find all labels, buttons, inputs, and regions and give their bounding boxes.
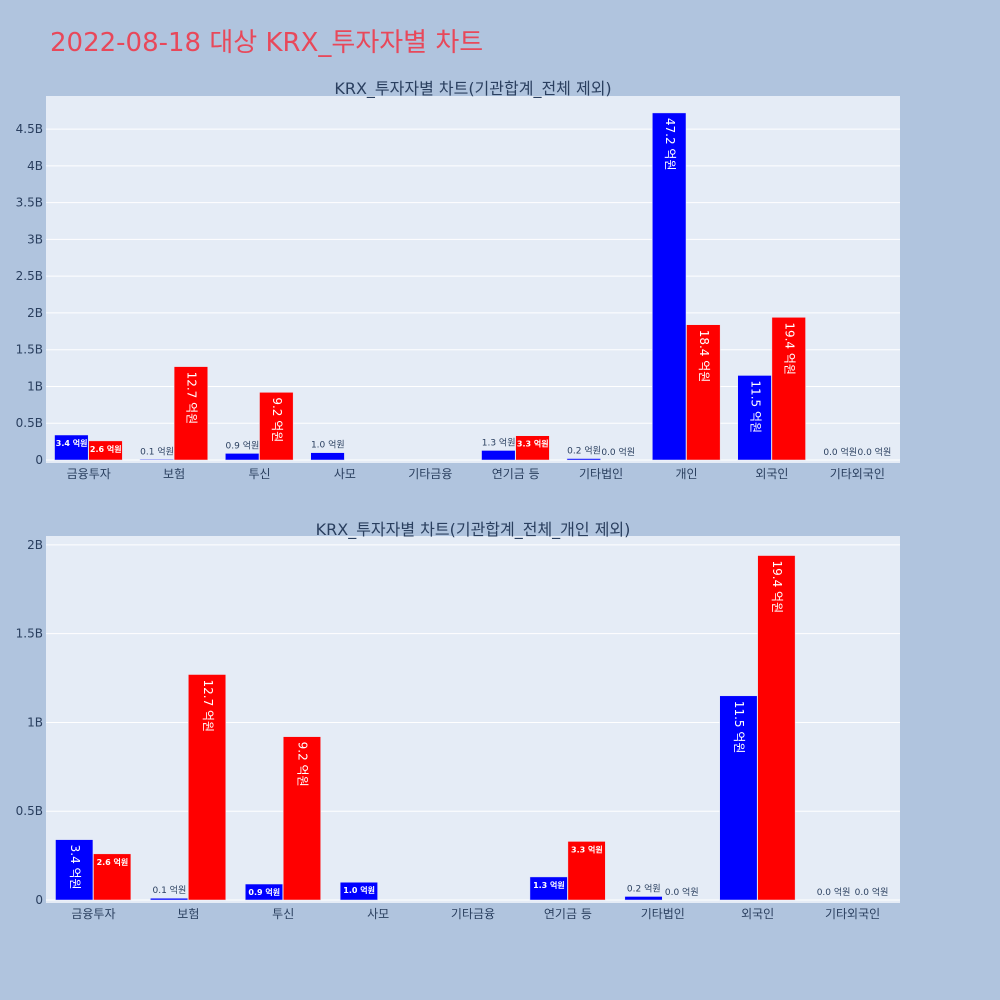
- bar: [282, 736, 321, 901]
- bar-value-label: 0.1 억원: [152, 884, 186, 896]
- bar: [624, 896, 663, 901]
- x-tick-label: 기타법인: [579, 467, 623, 481]
- y-tick-label: 0: [35, 893, 43, 907]
- bar-value-label: 3.4 억원: [68, 845, 82, 890]
- x-tick-label: 보험: [163, 467, 185, 481]
- y-tick-label: 4B: [27, 159, 43, 173]
- bar-value-label: 3.4 억원: [56, 438, 88, 448]
- x-tick-label: 개인: [675, 467, 697, 481]
- y-tick-label: 1B: [27, 379, 43, 393]
- bar-value-label: 0.2 억원: [627, 882, 661, 894]
- bar-value-label: 18.4 억원: [697, 330, 711, 383]
- y-tick-label: 1.5B: [16, 627, 43, 641]
- x-tick-label: 기타법인: [641, 907, 685, 921]
- bar-value-label: 11.5 억원: [732, 701, 746, 754]
- bar-value-label: 3.3 억원: [571, 844, 603, 854]
- bar-value-label: 1.0 억원: [311, 439, 345, 451]
- y-tick-label: 0.5B: [16, 416, 43, 430]
- bar: [757, 555, 796, 901]
- y-tick-label: 2B: [27, 538, 43, 552]
- y-tick-label: 3B: [27, 232, 43, 246]
- y-tick-label: 4.5B: [16, 122, 43, 136]
- bar: [339, 881, 378, 901]
- bar-value-label: 0.9 억원: [248, 887, 280, 897]
- bar: [139, 459, 174, 461]
- bar-value-label: 0.0 억원: [665, 886, 699, 898]
- bar: [566, 458, 601, 461]
- bar: [55, 839, 94, 901]
- bar: [225, 453, 260, 461]
- chart-subtitle: KRX_투자자별 차트(기관합계_전체_개인 제외): [316, 520, 631, 540]
- bar: [245, 883, 283, 901]
- bar: [567, 841, 606, 901]
- bar: [771, 317, 806, 461]
- bar-value-label: 9.2 억원: [270, 397, 284, 442]
- y-tick-label: 0.5B: [16, 804, 43, 818]
- x-tick-label: 보험: [177, 907, 199, 921]
- bar-value-label: 19.4 억원: [782, 322, 796, 375]
- bar-value-label: 11.5 억원: [748, 380, 762, 433]
- bar-value-label: 9.2 억원: [296, 742, 310, 787]
- bar-value-label: 0.2 억원: [567, 445, 601, 457]
- bar: [88, 440, 123, 461]
- bar: [719, 695, 758, 901]
- bar-value-label: 1.0 억원: [343, 885, 375, 895]
- bar: [686, 324, 721, 461]
- y-tick-label: 3.5B: [16, 196, 43, 210]
- bar-value-label: 0.0 억원: [855, 886, 889, 898]
- bar-value-label: 0.0 억원: [601, 446, 635, 458]
- bar: [652, 112, 687, 461]
- x-tick-label: 외국인: [755, 467, 788, 481]
- y-tick-label: 0: [35, 453, 43, 467]
- bar-value-label: 47.2 억원: [663, 118, 677, 171]
- x-tick-label: 기타금융: [451, 907, 495, 921]
- y-tick-label: 1.5B: [16, 343, 43, 357]
- bar-value-label: 1.3 억원: [533, 880, 565, 890]
- bar: [54, 434, 89, 461]
- y-tick-label: 2.5B: [16, 269, 43, 283]
- bar-value-label: 2.6 억원: [97, 857, 129, 867]
- bar-value-label: 1.3 억원: [482, 436, 516, 448]
- x-tick-label: 사모: [367, 907, 389, 921]
- bar: [188, 674, 227, 901]
- x-tick-label: 투신: [248, 467, 270, 481]
- chart-top: KRX_투자자별 차트(기관합계_전체 제외) 0 0.5B 1B 1.5B 2B 2.5B…: [16, 79, 900, 481]
- x-tick-label: 연기금 등: [544, 907, 592, 921]
- x-tick-label: 투신: [272, 907, 294, 921]
- bar-value-label: 0.0 억원: [817, 886, 851, 898]
- bar-value-label: 12.7 억원: [201, 679, 215, 732]
- bar: [529, 876, 568, 901]
- bar-value-label: 12.7 억원: [185, 372, 199, 425]
- y-tick-label: 1B: [27, 715, 43, 729]
- page-title: 2022-08-18 대상 KRX_투자자별 차트: [50, 28, 484, 58]
- chart-bottom: KRX_투자자별 차트(기관합계_전체_개인 제외) 0 0.5B 1B 1.5B 2B 3…: [16, 520, 900, 921]
- x-tick-label: 금융투자: [71, 907, 115, 921]
- bar: [737, 375, 772, 461]
- bar-value-label: 19.4 억원: [770, 561, 784, 614]
- x-tick-label: 금융투자: [67, 467, 111, 481]
- x-tick-label: 기타금융: [408, 467, 452, 481]
- bar-value-label: 0.0 억원: [858, 446, 892, 458]
- y-tick-label: 2B: [27, 306, 43, 320]
- bar-value-label: 0.0 억원: [823, 446, 857, 458]
- bar: [93, 853, 132, 901]
- x-tick-label: 기타외국인: [830, 467, 885, 481]
- x-tick-label: 기타외국인: [825, 907, 880, 921]
- bar: [173, 366, 209, 461]
- bar-value-label: 0.9 억원: [226, 439, 260, 451]
- bar: [259, 392, 294, 461]
- bar: [150, 897, 189, 901]
- x-tick-label: 연기금 등: [492, 467, 540, 481]
- bar: [515, 435, 550, 461]
- bar-value-label: 0.1 억원: [140, 445, 174, 457]
- chart-subtitle: KRX_투자자별 차트(기관합계_전체 제외): [334, 79, 611, 99]
- bar-value-label: 2.6 억원: [90, 444, 122, 454]
- bar: [481, 450, 516, 461]
- x-tick-label: 사모: [334, 467, 356, 481]
- bar-value-label: 3.3 억원: [517, 439, 549, 449]
- x-tick-label: 외국인: [741, 907, 774, 921]
- bar: [310, 452, 345, 461]
